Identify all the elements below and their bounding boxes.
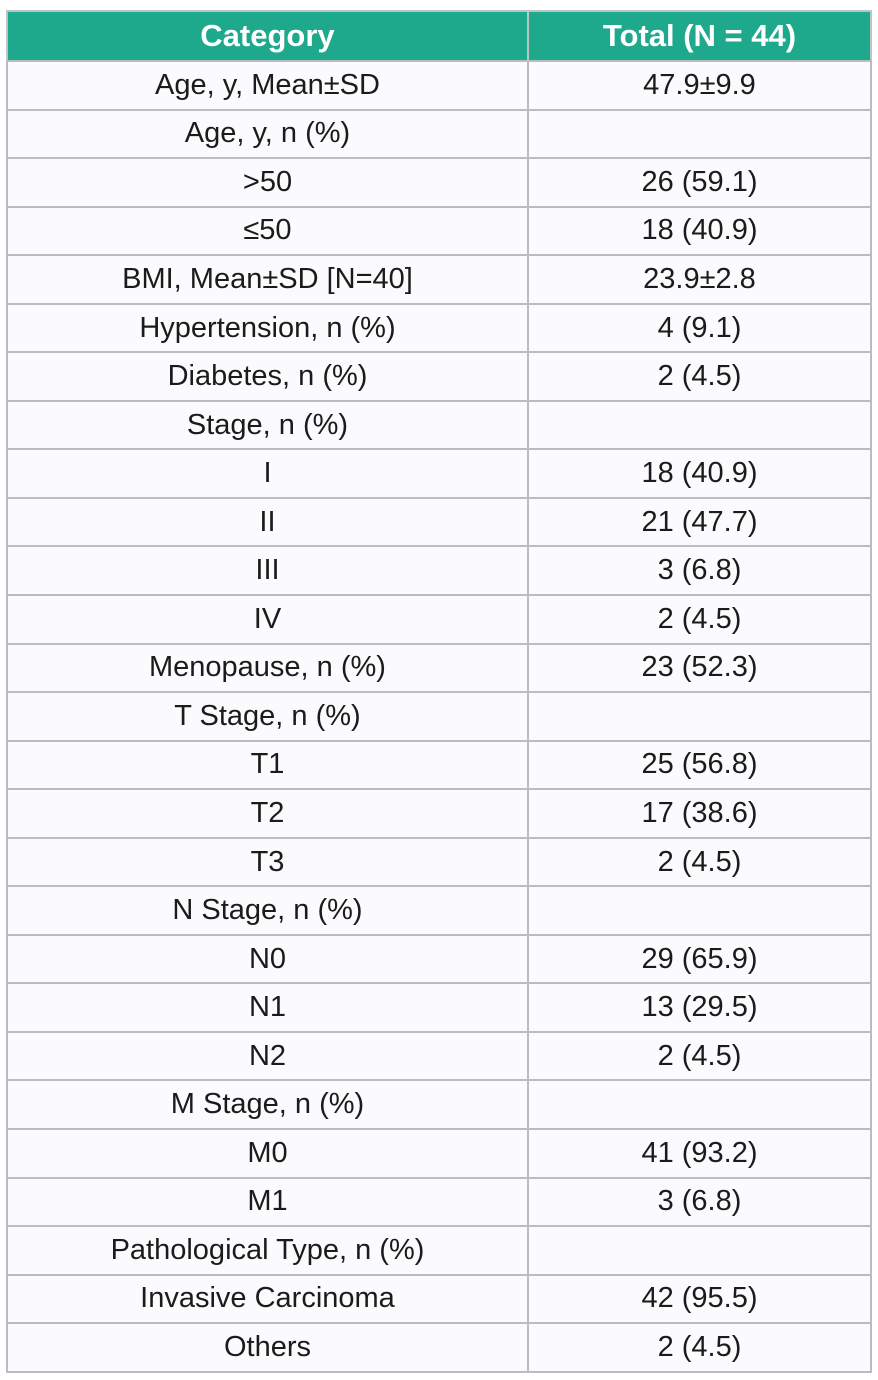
total-cell: 3 (6.8)	[526, 1176, 873, 1228]
category-cell: Others	[6, 1322, 529, 1373]
table-row: N0 29 (65.9)	[6, 933, 873, 985]
table-row: N Stage, n (%)	[6, 885, 873, 936]
table-row: Pathological Type, n (%)	[6, 1225, 873, 1276]
category-cell: T1	[6, 739, 529, 791]
total-cell: 2 (4.5)	[526, 836, 873, 888]
table-row: T Stage, n (%)	[6, 691, 873, 742]
total-cell	[526, 885, 873, 936]
table-row: I 18 (40.9)	[6, 448, 873, 499]
category-cell: N1	[6, 982, 529, 1033]
total-cell: 25 (56.8)	[526, 739, 873, 791]
table-row: Others 2 (4.5)	[6, 1322, 873, 1373]
category-cell: M Stage, n (%)	[6, 1079, 529, 1131]
table-row: III 3 (6.8)	[6, 545, 873, 597]
category-cell: Stage, n (%)	[6, 399, 529, 451]
total-cell: 18 (40.9)	[526, 205, 873, 257]
category-cell: M0	[6, 1128, 529, 1179]
total-cell: 3 (6.8)	[526, 545, 873, 597]
category-cell: Diabetes, n (%)	[6, 351, 529, 402]
category-cell: T3	[6, 836, 529, 888]
header-row: Category Total (N = 44)	[6, 10, 873, 62]
category-cell: II	[6, 496, 529, 548]
table-row: Hypertension, n (%) 4 (9.1)	[6, 302, 873, 354]
category-cell: T2	[6, 788, 529, 839]
total-cell: 42 (95.5)	[526, 1273, 873, 1325]
category-cell: N2	[6, 1030, 529, 1082]
table-row: M0 41 (93.2)	[6, 1128, 873, 1179]
total-cell	[526, 399, 873, 451]
total-cell: 2 (4.5)	[526, 351, 873, 402]
category-cell: Age, y, Mean±SD	[6, 60, 529, 111]
table-row: M Stage, n (%)	[6, 1079, 873, 1131]
total-cell: 2 (4.5)	[526, 1030, 873, 1082]
table-row: Menopause, n (%) 23 (52.3)	[6, 642, 873, 694]
category-cell: Pathological Type, n (%)	[6, 1225, 529, 1276]
total-cell	[526, 108, 873, 160]
total-cell: 41 (93.2)	[526, 1128, 873, 1179]
total-cell: 2 (4.5)	[526, 1322, 873, 1373]
total-cell: 23.9±2.8	[526, 254, 873, 305]
table-row: ≤50 18 (40.9)	[6, 205, 873, 257]
table-row: Stage, n (%)	[6, 399, 873, 451]
total-cell: 26 (59.1)	[526, 157, 873, 208]
total-cell	[526, 1079, 873, 1131]
total-cell: 17 (38.6)	[526, 788, 873, 839]
total-cell: 29 (65.9)	[526, 933, 873, 985]
table-row: Invasive Carcinoma 42 (95.5)	[6, 1273, 873, 1325]
table-row: M1 3 (6.8)	[6, 1176, 873, 1228]
table-header: Category Total (N = 44)	[6, 10, 873, 62]
table-row: Age, y, Mean±SD 47.9±9.9	[6, 60, 873, 111]
column-header-total: Total (N = 44)	[526, 10, 873, 62]
total-cell: 23 (52.3)	[526, 642, 873, 694]
category-cell: >50	[6, 157, 529, 208]
category-cell: I	[6, 448, 529, 499]
table-row: T3 2 (4.5)	[6, 836, 873, 888]
category-cell: N Stage, n (%)	[6, 885, 529, 936]
table-row: T1 25 (56.8)	[6, 739, 873, 791]
category-cell: ≤50	[6, 205, 529, 257]
table-row: Diabetes, n (%) 2 (4.5)	[6, 351, 873, 402]
table-row: II 21 (47.7)	[6, 496, 873, 548]
total-cell: 18 (40.9)	[526, 448, 873, 499]
patient-characteristics-table: Category Total (N = 44) Age, y, Mean±SD 4…	[6, 10, 873, 1373]
table-row: T2 17 (38.6)	[6, 788, 873, 839]
total-cell: 13 (29.5)	[526, 982, 873, 1033]
category-cell: III	[6, 545, 529, 597]
category-cell: IV	[6, 594, 529, 645]
table-row: BMI, Mean±SD [N=40] 23.9±2.8	[6, 254, 873, 305]
total-cell	[526, 1225, 873, 1276]
category-cell: N0	[6, 933, 529, 985]
total-cell: 47.9±9.9	[526, 60, 873, 111]
category-cell: Age, y, n (%)	[6, 108, 529, 160]
total-cell: 21 (47.7)	[526, 496, 873, 548]
category-cell: T Stage, n (%)	[6, 691, 529, 742]
category-cell: Hypertension, n (%)	[6, 302, 529, 354]
table-row: >50 26 (59.1)	[6, 157, 873, 208]
total-cell: 2 (4.5)	[526, 594, 873, 645]
category-cell: Menopause, n (%)	[6, 642, 529, 694]
total-cell	[526, 691, 873, 742]
category-cell: M1	[6, 1176, 529, 1228]
column-header-category: Category	[6, 10, 529, 62]
table-row: Age, y, n (%)	[6, 108, 873, 160]
table-body: Age, y, Mean±SD 47.9±9.9 Age, y, n (%) >50 2…	[6, 60, 873, 1373]
table-row: IV 2 (4.5)	[6, 594, 873, 645]
total-cell: 4 (9.1)	[526, 302, 873, 354]
table-row: N1 13 (29.5)	[6, 982, 873, 1033]
category-cell: Invasive Carcinoma	[6, 1273, 529, 1325]
table-row: N2 2 (4.5)	[6, 1030, 873, 1082]
category-cell: BMI, Mean±SD [N=40]	[6, 254, 529, 305]
